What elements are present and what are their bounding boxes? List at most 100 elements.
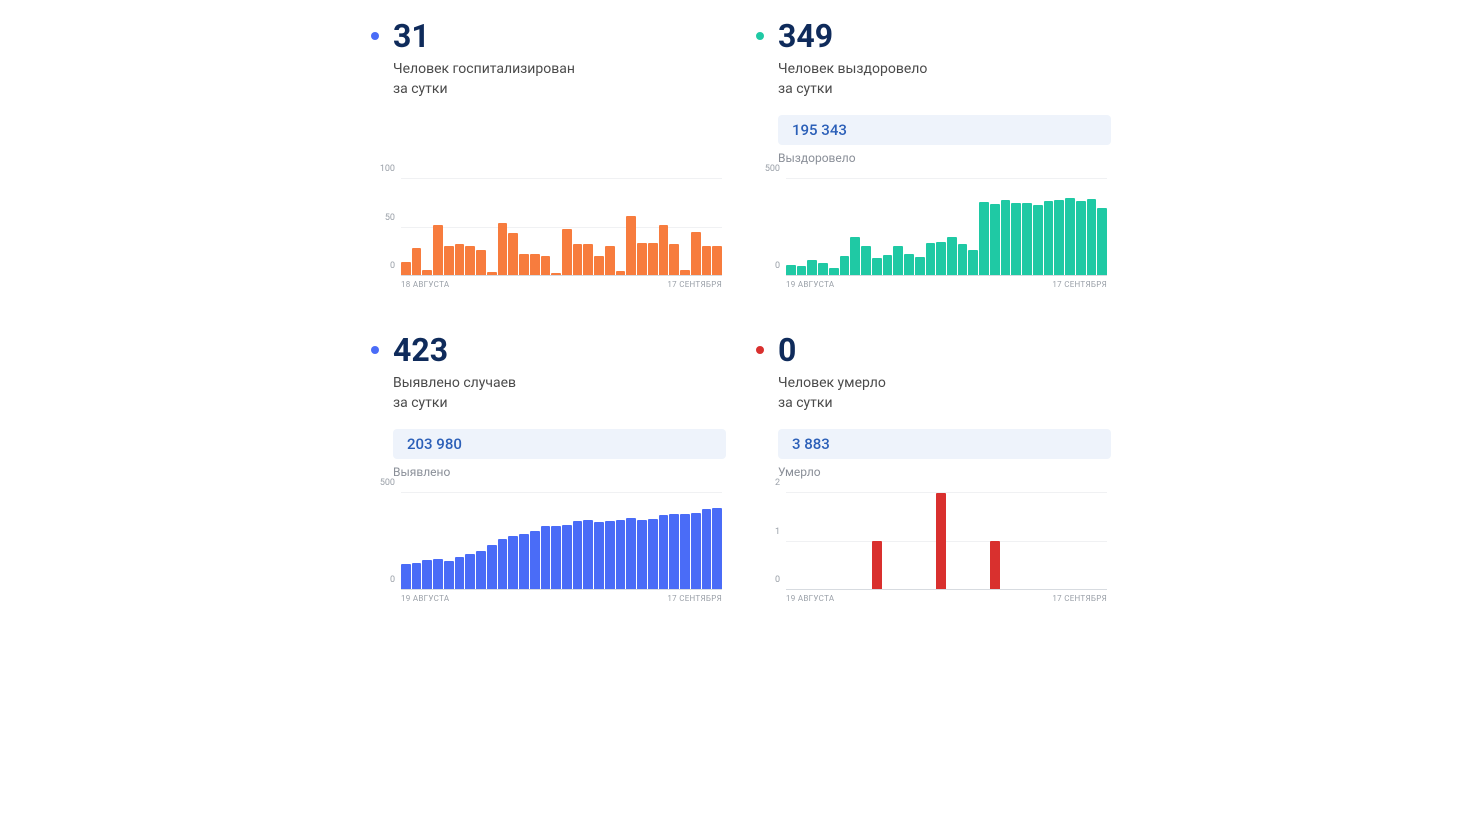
chart-bar [893, 246, 903, 275]
chart-bar [1076, 201, 1086, 275]
chart-bar [669, 244, 679, 275]
status-dot-icon [371, 32, 379, 40]
chart-bar [818, 263, 828, 275]
stats-grid: 31 Человек госпитализирован за сутки 050… [371, 20, 1111, 608]
chart-bar [861, 246, 871, 275]
chart-bar [444, 246, 454, 275]
chart-bar [401, 262, 411, 275]
chart-bar [648, 243, 658, 276]
chart-bar [465, 246, 475, 275]
chart-bar [1087, 199, 1097, 275]
stat-value: 0 [778, 334, 796, 366]
chart-bar [562, 525, 572, 589]
card-header: 31 [371, 20, 726, 52]
chart-bar [605, 246, 615, 275]
chart-bar [968, 250, 978, 275]
chart-bar [850, 237, 860, 275]
chart-bar [691, 513, 701, 590]
card-header: 0 [756, 334, 1111, 366]
chart-bar [904, 254, 914, 275]
x-axis-end: 17 СЕНТЯБРЯ [1052, 594, 1107, 608]
stat-subtitle: Выявлено случаев за сутки [393, 374, 726, 413]
chart-bar [487, 545, 497, 589]
chart-bar [990, 541, 1000, 589]
chart-bar [979, 202, 989, 275]
total-label: Умерло [778, 465, 1111, 479]
card-recovered: 349 Человек выздоровело за сутки 195 343… [756, 20, 1111, 294]
card-detected: 423 Выявлено случаев за сутки 203 980 Вы… [371, 334, 726, 608]
chart-bar [680, 514, 690, 590]
chart-bar [551, 273, 561, 275]
chart-bar [1097, 208, 1107, 275]
chart-bar [541, 256, 551, 275]
x-axis-end: 17 СЕНТЯБРЯ [1052, 280, 1107, 294]
total-label: Выздоровело [778, 151, 1111, 165]
bar-chart-recovered: 050019 АВГУСТА17 СЕНТЯБРЯ [756, 179, 1111, 294]
chart-bar [433, 225, 443, 275]
chart-bar [498, 223, 508, 275]
bar-chart-hospitalized: 05010018 АВГУСТА17 СЕНТЯБРЯ [371, 179, 726, 294]
chart-bar [797, 266, 807, 276]
chart-bar [412, 563, 422, 590]
chart-bar [626, 216, 636, 276]
x-axis-start: 19 АВГУСТА [401, 594, 449, 608]
chart-bar [465, 554, 475, 590]
total-badge: 203 980 [393, 429, 726, 459]
chart-bar [807, 260, 817, 275]
chart-bar [702, 509, 712, 590]
chart-bar [990, 204, 1000, 275]
chart-bar [872, 541, 882, 589]
status-dot-icon [756, 346, 764, 354]
chart-bar [1011, 203, 1021, 275]
card-header: 349 [756, 20, 1111, 52]
chart-bar [433, 559, 443, 590]
chart-bar [1054, 200, 1064, 275]
chart-bar [915, 257, 925, 275]
chart-bar [702, 246, 712, 275]
total-badge: 3 883 [778, 429, 1111, 459]
x-axis-start: 18 АВГУСТА [401, 280, 449, 294]
chart-bar [444, 561, 454, 590]
chart-bar [936, 493, 946, 589]
chart-bar [626, 518, 636, 589]
chart-bar [616, 271, 626, 275]
chart-bar [476, 250, 486, 275]
chart-bar [519, 534, 529, 590]
x-axis-end: 17 СЕНТЯБРЯ [667, 594, 722, 608]
chart-bar [669, 514, 679, 590]
chart-bar [401, 564, 411, 589]
chart-bar [883, 255, 893, 275]
chart-bar [583, 244, 593, 276]
chart-bar [422, 560, 432, 590]
bar-chart-deaths: 01219 АВГУСТА17 СЕНТЯБРЯ [756, 493, 1111, 608]
chart-bar [573, 244, 583, 275]
chart-bar [594, 256, 604, 275]
chart-bar [519, 254, 529, 275]
chart-bar [422, 270, 432, 275]
chart-bar [947, 237, 957, 275]
chart-bar [455, 244, 465, 275]
chart-bar [412, 248, 422, 275]
chart-bar [691, 232, 701, 275]
chart-bar [476, 551, 486, 589]
stat-value: 31 [393, 20, 430, 52]
chart-bar [712, 246, 722, 275]
status-dot-icon [756, 32, 764, 40]
chart-bar [1033, 205, 1043, 275]
chart-bar [594, 522, 604, 589]
chart-bar [551, 526, 561, 589]
x-axis-end: 17 СЕНТЯБРЯ [667, 280, 722, 294]
chart-bar [872, 258, 882, 275]
chart-bar [583, 520, 593, 589]
stat-subtitle: Человек умерло за сутки [778, 374, 1111, 413]
chart-bar [541, 526, 551, 589]
x-axis-start: 19 АВГУСТА [786, 280, 834, 294]
chart-bar [487, 272, 497, 275]
card-header: 423 [371, 334, 726, 366]
chart-bar [508, 536, 518, 590]
chart-bar [562, 229, 572, 275]
chart-bar [1044, 201, 1054, 275]
chart-bar [926, 243, 936, 276]
chart-bar [508, 233, 518, 275]
bar-chart-detected: 050019 АВГУСТА17 СЕНТЯБРЯ [371, 493, 726, 608]
